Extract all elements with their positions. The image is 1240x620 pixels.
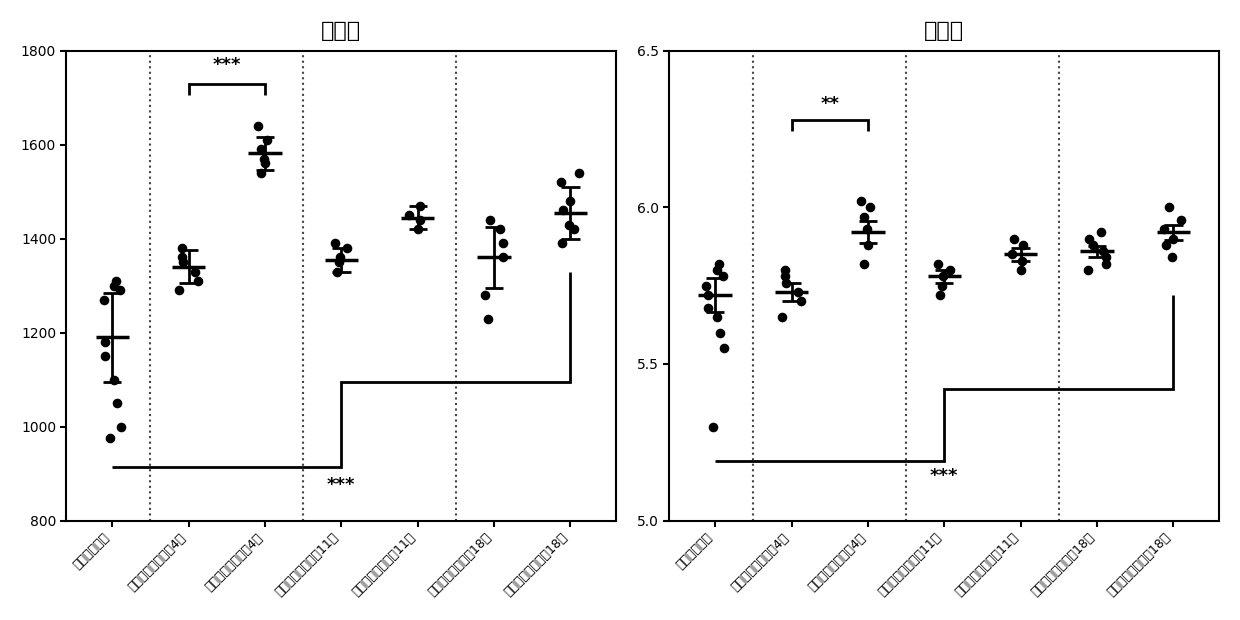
Point [934,272,954,281]
Point [697,281,717,291]
Point [1158,202,1178,212]
Point [1163,234,1183,244]
Point [480,215,500,225]
Point [329,257,348,267]
Point [861,202,880,212]
Point [711,328,730,338]
Point [494,239,513,249]
Point [854,212,874,222]
Text: **: ** [821,95,839,113]
Point [107,276,126,286]
Point [858,240,878,250]
Point [553,205,573,215]
Point [255,159,275,169]
Point [713,272,733,281]
Point [1094,246,1114,256]
Point [104,281,124,291]
Point [698,303,718,312]
Point [399,210,419,220]
Point [930,290,950,300]
Point [559,219,579,229]
Point [698,290,718,300]
Point [409,215,429,225]
Point [258,135,278,145]
Point [477,314,497,324]
Point [327,267,347,277]
Point [188,276,208,286]
Point [931,281,951,291]
Point [104,374,124,384]
Point [851,196,870,206]
Point [1013,255,1033,265]
Point [337,243,357,253]
Point [703,422,723,432]
Point [714,343,734,353]
Point [475,290,495,300]
Point [1172,215,1192,225]
Text: ***: *** [327,476,356,494]
Point [707,312,727,322]
Point [331,252,351,262]
Point [553,239,573,249]
Point [109,285,129,295]
Point [185,267,205,277]
Text: ***: *** [212,56,241,74]
Point [490,224,510,234]
Point [169,285,188,295]
Point [707,265,727,275]
Point [112,422,131,432]
Point [1154,224,1174,234]
Point [709,259,729,268]
Point [940,265,960,275]
Point [107,398,126,408]
Point [325,239,345,249]
Point [929,259,949,268]
Point [100,433,120,443]
Point [1096,252,1116,262]
Point [776,278,796,288]
Point [1156,240,1176,250]
Point [174,257,193,267]
Point [494,252,513,262]
Point [408,224,428,234]
Point [791,296,811,306]
Point [1162,252,1182,262]
Point [789,287,808,297]
Text: ***: *** [930,467,959,485]
Point [569,168,589,178]
Point [564,224,584,234]
Point [857,224,877,234]
Point [172,252,192,262]
Point [1011,265,1030,275]
Point [1091,228,1111,237]
Point [1004,234,1024,244]
Point [1084,240,1104,250]
Point [775,272,795,281]
Point [560,196,580,206]
Point [93,294,113,304]
Point [95,337,115,347]
Point [1013,240,1033,250]
Point [775,265,795,275]
Point [252,168,272,178]
Point [1079,265,1099,275]
Point [95,351,115,361]
Title: 丰富度: 丰富度 [321,21,361,41]
Title: 多样性: 多样性 [924,21,965,41]
Point [410,201,430,211]
Point [250,144,270,154]
Point [773,312,792,322]
Point [172,243,192,253]
Point [1002,249,1022,259]
Point [248,121,268,131]
Point [254,154,274,164]
Point [1079,234,1099,244]
Point [1096,259,1116,268]
Point [854,259,874,268]
Point [552,177,572,187]
